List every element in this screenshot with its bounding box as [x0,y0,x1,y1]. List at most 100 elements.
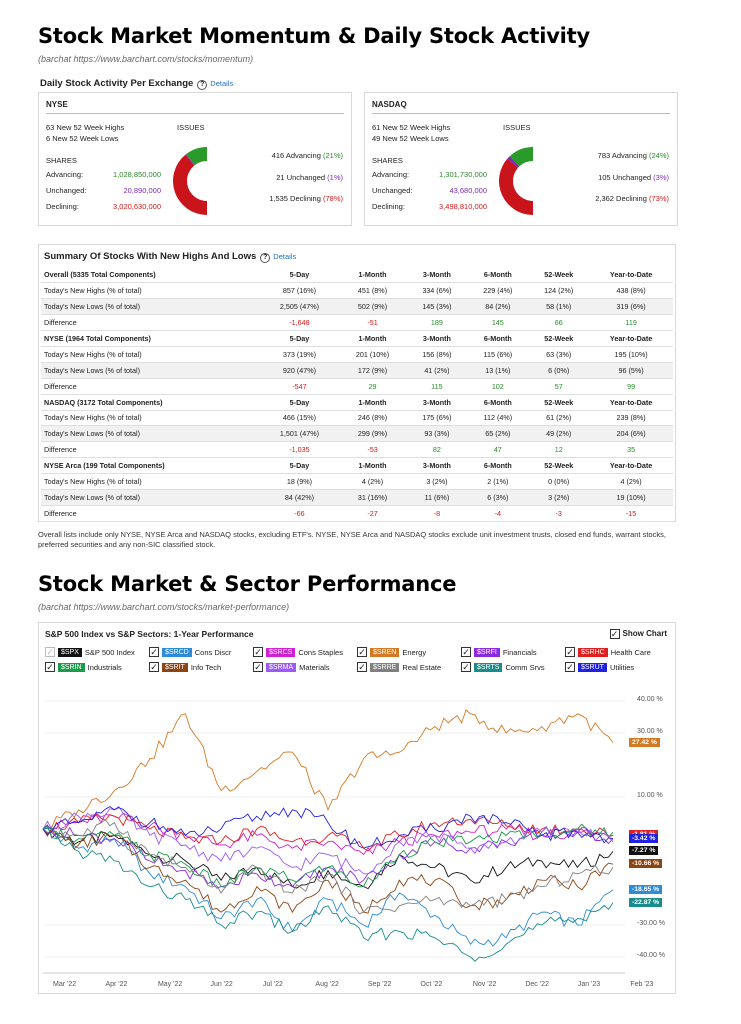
series-line [42,827,614,947]
issue-count: 21 Unchanged (1%) [276,173,343,182]
table-row: Today's New Lows (% of total) 2,505 (47%)… [41,298,673,316]
table-cell: 319 (6%) [589,298,673,316]
advancing-label: Advancing: [372,170,410,179]
unchanged-slice [507,156,520,168]
row-label: Today's New Lows (% of total) [41,298,261,316]
table-row: Today's New Highs (% of total) 373 (19%) 2… [41,346,673,363]
row-label: Today's New Highs (% of total) [41,282,261,300]
end-value-tag: -10.66 % [629,859,663,869]
end-value-tag: -3.42 % [629,833,659,843]
series-line [42,806,614,849]
table-cell: 4 (2%) [338,473,407,490]
table-cell: 124 (2%) [528,282,590,300]
source-note-performance: (barchat https://www.barchart.com/stocks… [38,602,290,612]
table-cell: 29 [338,378,407,395]
table-header-row: NASDAQ (3172 Total Components) 5-Day 1-Mon… [41,394,673,411]
table-row: Difference -1,648 -51 189 145 66 119 [41,314,673,332]
table-cell: 2,505 (47%) [260,298,339,316]
legend-ticker: $SRTS [474,662,503,672]
x-tick-label: Jul '22 [262,981,283,988]
help-icon[interactable]: ? [197,80,208,90]
help-icon[interactable]: ? [260,253,271,263]
row-label: Today's New Highs (% of total) [41,473,261,490]
footnote: Overall lists include only NYSE, NYSE Ar… [38,530,666,549]
column-header: 3-Month [406,267,468,284]
column-header: 3-Month [406,394,468,411]
summary-title: Summary Of Stocks With New Highs And Low… [44,251,296,263]
issue-count: 1,535 Declining (78%) [269,194,343,203]
chart-title: S&P 500 Index vs S&P Sectors: 1-Year Per… [45,629,254,639]
legend-ticker: $SRRE [370,662,400,672]
column-header: 1-Month [338,330,407,347]
legend-ticker: $SRCS [266,647,296,657]
show-chart-toggle[interactable]: ✓ Show Chart [609,629,667,639]
legend-item[interactable]: ✓ $SRIT Info Tech [149,662,221,672]
exchange-name: NASDAQ [372,100,407,109]
checkbox-icon[interactable]: ✓ [253,662,263,672]
details-link[interactable]: Details [210,79,234,88]
table-cell: -1,035 [260,441,339,459]
series-line [42,818,614,915]
advancing-value: 1,028,850,000 [113,170,161,179]
legend-item[interactable]: ✓ $SRRE Real Estate [357,662,441,672]
checkbox-icon[interactable]: ✓ [45,647,55,657]
chart-plot [42,700,625,974]
column-header: 1-Month [338,267,407,284]
table-cell: 156 (8%) [406,346,468,363]
table-row: Difference -1,035 -53 82 47 12 35 [41,441,673,459]
legend-item[interactable]: ✓ $SREN Energy [357,647,426,657]
x-tick-label: Mar '22 [53,981,77,988]
checkbox-icon[interactable]: ✓ [357,647,367,657]
checkbox-icon[interactable]: ✓ [149,647,159,657]
checkbox-icon[interactable]: ✓ [565,662,575,672]
table-cell: 204 (6%) [589,425,673,443]
summary-title-text: Summary Of Stocks With New Highs And Low… [44,251,257,262]
details-link[interactable]: Details [273,252,297,261]
unchanged-label: Unchanged: [46,186,87,195]
checkbox-icon[interactable]: ✓ [45,662,55,672]
end-value-tag: -22.87 % [629,897,663,907]
legend-label: Materials [299,662,330,672]
legend-item[interactable]: ✓ $SRMA Materials [253,662,330,672]
checkbox-icon[interactable]: ✓ [565,647,575,657]
table-cell: 6 (0%) [528,362,590,379]
legend-item[interactable]: ✓ $SRCS Cons Staples [253,647,343,657]
summary-table: Overall (5335 Total Components) 5-Day 1-Mo… [41,267,673,522]
table-cell: 47 [467,441,529,459]
table-cell: 201 (10%) [338,346,407,363]
checkbox-icon[interactable]: ✓ [609,629,620,639]
legend-item[interactable]: ✓ $SRFI Financials [461,647,537,657]
issue-count-text: 105 Unchanged [598,173,652,182]
row-label: Difference [41,378,261,395]
legend-item[interactable]: ✓ $SRUT Utilities [565,662,634,672]
declining-slice [173,154,207,215]
checkbox-icon[interactable]: ✓ [461,662,471,672]
checkbox-icon[interactable]: ✓ [357,662,367,672]
table-row: Today's New Highs (% of total) 857 (16%) 4… [41,282,673,300]
group-name: NYSE Arca (199 Total Components) [41,457,261,475]
activity-title: Daily Stock Activity Per Exchange? Detail… [40,78,233,90]
issues-label: ISSUES [177,123,205,132]
table-cell: 189 [406,314,468,332]
table-cell: 102 [467,378,529,395]
legend-item[interactable]: ✓ $SRIN Industrials [45,662,122,672]
table-cell: 18 (9%) [260,473,339,490]
show-chart-label: Show Chart [622,629,667,638]
legend-item[interactable]: ✓ $SRHC Health Care [565,647,651,657]
legend-item[interactable]: ✓ $SRCD Cons Discr [149,647,231,657]
column-header: 6-Month [467,394,529,411]
table-cell: 61 (2%) [528,410,590,427]
series-line [42,709,614,830]
legend-item[interactable]: ✓ $SRTS Comm Srvs [461,662,545,672]
table-cell: 502 (9%) [338,298,407,316]
issues-label: ISSUES [503,123,531,132]
table-cell: 145 (3%) [406,298,468,316]
issue-count-pct: (21%) [322,151,343,160]
checkbox-icon[interactable]: ✓ [253,647,263,657]
checkbox-icon[interactable]: ✓ [149,662,159,672]
checkbox-icon[interactable]: ✓ [461,647,471,657]
legend-ticker: $SRHC [578,647,608,657]
column-header: 52-Week [528,394,590,411]
legend-item[interactable]: ✓ $SPX S&P 500 Index [45,647,135,657]
issue-count-text: 783 Advancing [597,151,647,160]
